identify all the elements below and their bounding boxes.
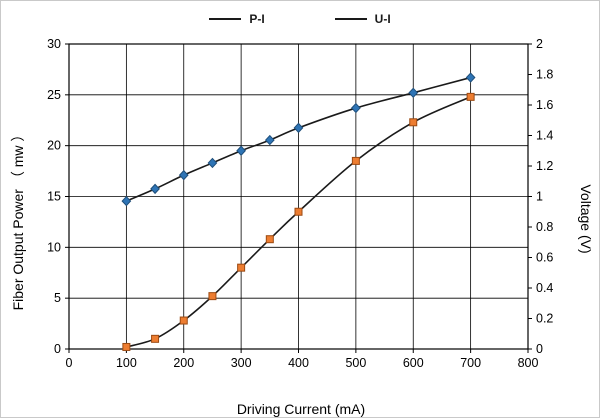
series-u-i [121,72,476,207]
svg-text:1.4: 1.4 [536,129,553,143]
plot-svg: 0 100 200 300 400 500 600 700 80005101520253000.… [47,37,553,370]
legend-item-pi: P-I [209,12,265,26]
svg-text:500: 500 [345,356,366,370]
svg-text:0.2: 0.2 [536,312,553,326]
svg-text:1.8: 1.8 [536,68,553,82]
svg-text:800: 800 [518,356,539,370]
svg-text:1.6: 1.6 [536,98,553,112]
pi-line-swatch-icon [209,18,242,20]
svg-text:0: 0 [66,356,73,370]
svg-text:30: 30 [47,37,61,51]
svg-text:1.2: 1.2 [536,159,553,173]
svg-text:25: 25 [47,88,61,102]
svg-text:20: 20 [47,139,61,153]
svg-text:15: 15 [47,190,61,204]
svg-text:700: 700 [460,356,481,370]
svg-text:600: 600 [403,356,424,370]
ui-line-swatch-icon [334,18,367,20]
svg-text:0.6: 0.6 [536,251,553,265]
right-axis-title: Voltage (V) [578,184,594,254]
plot-area: 0 100 200 300 400 500 600 700 800 0 5 10 15 20 25 30 0 0.… [1,29,599,417]
legend-label-ui: U-I [374,12,391,26]
svg-text:10: 10 [47,240,61,254]
left-axis-title: Fiber Output Power （ mw ） [10,127,26,311]
tick-labels: 0 100 200 300 400 500 600 700 80005101520253000.… [47,37,553,370]
svg-text:100: 100 [116,356,137,370]
series-p-i [122,92,475,351]
svg-text:0.4: 0.4 [536,281,553,295]
svg-text:0: 0 [54,342,61,356]
chart-legend: P-I U-I [1,9,599,29]
svg-text:2: 2 [536,37,543,51]
svg-text:0.8: 0.8 [536,220,553,234]
svg-text:5: 5 [54,291,61,305]
tick-marks [65,43,532,353]
legend-label-pi: P-I [249,12,265,26]
svg-text:400: 400 [288,356,309,370]
svg-text:300: 300 [231,356,252,370]
svg-text:0: 0 [536,342,543,356]
svg-text:1: 1 [536,190,543,204]
legend-item-ui: U-I [334,12,391,26]
x-axis-title: Driving Current (mA) [236,401,366,417]
svg-text:200: 200 [173,356,194,370]
